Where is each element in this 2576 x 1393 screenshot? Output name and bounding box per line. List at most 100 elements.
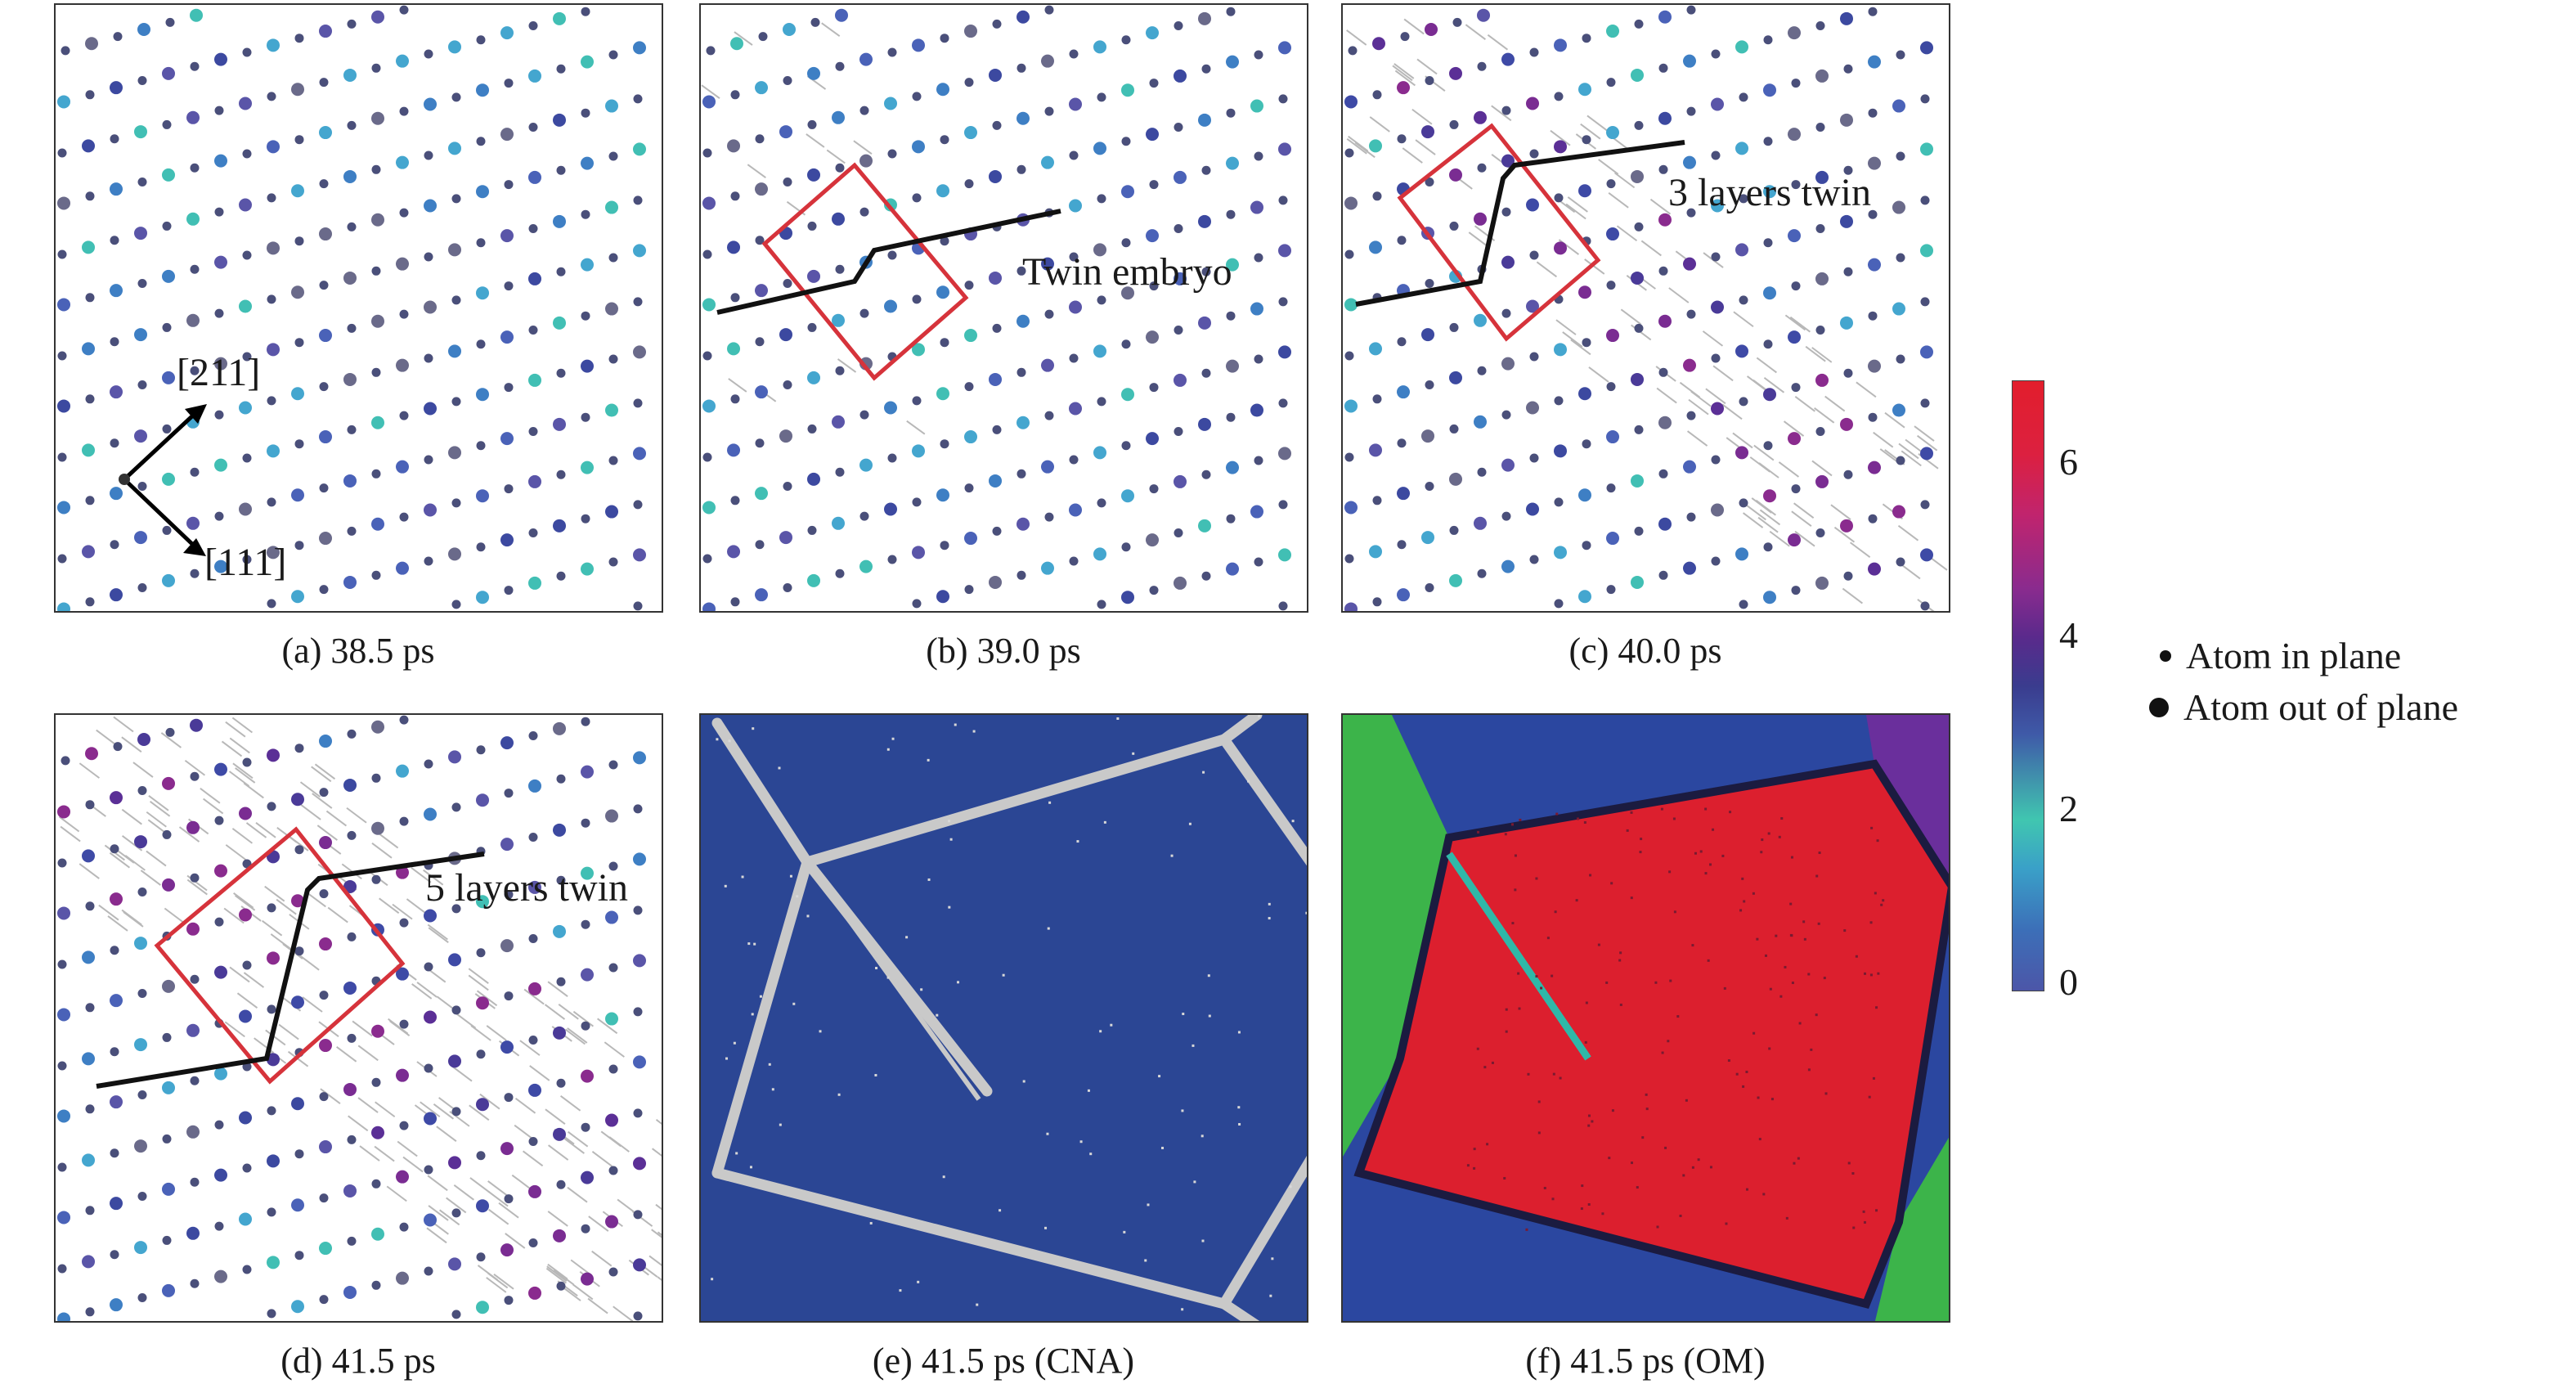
- atom-in-plane: [1149, 79, 1159, 88]
- atom-in-plane: [1739, 92, 1748, 102]
- displacement-arrow: [1403, 18, 1425, 35]
- atom-out-of-plane: [476, 793, 489, 807]
- atom-out-of-plane: [1606, 25, 1619, 38]
- atom-out-of-plane: [1711, 199, 1724, 213]
- displacement-arrow: [1842, 587, 1863, 604]
- atom-in-plane: [371, 266, 381, 276]
- displacement-arrow: [327, 906, 348, 923]
- noise-speck: [1760, 851, 1763, 854]
- atom-in-plane: [1791, 484, 1801, 494]
- atom-out-of-plane: [371, 1024, 384, 1038]
- noise-speck: [1851, 1172, 1855, 1175]
- defect-speck: [1208, 1014, 1211, 1018]
- displacement-arrow: [806, 133, 825, 148]
- atom-out-of-plane: [214, 154, 227, 168]
- atom-out-of-plane: [1868, 258, 1881, 272]
- defect-speck: [1076, 840, 1079, 843]
- atom-in-plane: [1501, 308, 1511, 318]
- atom-out-of-plane: [134, 531, 147, 545]
- atom-out-of-plane: [162, 878, 175, 892]
- panel-e-cna: [699, 713, 1308, 1323]
- atom-in-plane: [1452, 17, 1462, 27]
- atom-out-of-plane: [1344, 95, 1358, 109]
- atom-out-of-plane: [137, 22, 150, 36]
- displacement-arrow: [487, 1190, 509, 1207]
- atom-in-plane: [110, 1148, 119, 1158]
- atom-in-plane: [528, 832, 538, 842]
- displacement-arrow: [734, 31, 753, 46]
- displacement-arrow: [1598, 159, 1619, 175]
- cna-background: [701, 715, 1307, 1321]
- displacement-arrow: [314, 763, 336, 780]
- displacement-arrow: [468, 974, 489, 991]
- atom-out-of-plane: [476, 185, 489, 199]
- displacement-arrow: [1586, 115, 1608, 132]
- atom-out-of-plane: [1526, 198, 1539, 212]
- atom-out-of-plane: [783, 22, 796, 36]
- noise-speck: [1517, 972, 1520, 975]
- atom-out-of-plane: [807, 66, 820, 80]
- atom-out-of-plane: [1093, 344, 1106, 358]
- atom-out-of-plane: [343, 575, 357, 589]
- displacement-arrow: [348, 1115, 369, 1132]
- atom-out-of-plane: [291, 285, 304, 299]
- noise-speck: [1745, 1188, 1748, 1191]
- atom-out-of-plane: [1683, 54, 1696, 68]
- atom-in-plane: [633, 905, 643, 915]
- atom-out-of-plane: [134, 835, 147, 849]
- noise-speck: [1477, 830, 1480, 834]
- atom-in-plane: [267, 193, 276, 203]
- atom-out-of-plane: [755, 284, 768, 298]
- displacement-arrow: [288, 835, 309, 852]
- atom-in-plane: [706, 46, 716, 56]
- atom-in-plane: [1121, 137, 1131, 146]
- atom-in-plane: [835, 568, 845, 578]
- noise-speck: [1691, 1166, 1694, 1169]
- atom-in-plane: [859, 106, 869, 115]
- atom-in-plane: [1226, 514, 1236, 523]
- atom-in-plane: [1016, 570, 1026, 580]
- twin-boundary-line: [716, 209, 1061, 315]
- noise-speck: [1551, 974, 1554, 977]
- defect-speck: [751, 1013, 754, 1016]
- displacement-arrow: [563, 1138, 585, 1154]
- atom-in-plane: [476, 745, 486, 755]
- atom-out-of-plane: [1683, 155, 1696, 169]
- atom-in-plane: [347, 932, 357, 941]
- atom-out-of-plane: [1421, 531, 1434, 545]
- atom-in-plane: [190, 771, 200, 781]
- displacement-arrow: [299, 781, 321, 798]
- atom-out-of-plane: [110, 385, 123, 399]
- atom-out-of-plane: [1554, 546, 1567, 559]
- displacement-arrow: [1640, 240, 1662, 257]
- atom-out-of-plane: [581, 562, 594, 576]
- displacement-arrow: [439, 1209, 460, 1226]
- noise-speck: [1660, 807, 1663, 811]
- displacement-arrow: [597, 1018, 618, 1035]
- twin-boundary-trace: [805, 861, 981, 1101]
- atom-in-plane: [528, 325, 538, 335]
- atom-layer: [57, 5, 646, 611]
- atom-out-of-plane: [1016, 416, 1030, 429]
- atom-in-plane: [633, 297, 643, 307]
- atom-out-of-plane: [727, 139, 740, 153]
- displacement-arrow: [821, 22, 841, 37]
- atom-in-plane: [1254, 50, 1263, 60]
- noise-speck: [1797, 1157, 1800, 1160]
- atom-out-of-plane: [1016, 314, 1030, 328]
- defect-speck: [886, 976, 890, 979]
- atom-in-plane: [1174, 223, 1183, 233]
- atom-in-plane: [1658, 469, 1668, 479]
- atom-in-plane: [319, 78, 329, 88]
- panel-a: [54, 3, 663, 613]
- displacement-arrow: [1824, 395, 1846, 412]
- displacement-arrow: [488, 1208, 509, 1225]
- atom-in-plane: [1554, 396, 1564, 406]
- atom-out-of-plane: [633, 751, 646, 765]
- noise-speck: [1791, 982, 1794, 985]
- noise-speck: [1554, 910, 1557, 914]
- atom-out-of-plane: [424, 807, 437, 821]
- defect-speck: [1258, 715, 1261, 718]
- defect-speck: [1181, 1109, 1184, 1112]
- displacement-arrow: [261, 919, 283, 937]
